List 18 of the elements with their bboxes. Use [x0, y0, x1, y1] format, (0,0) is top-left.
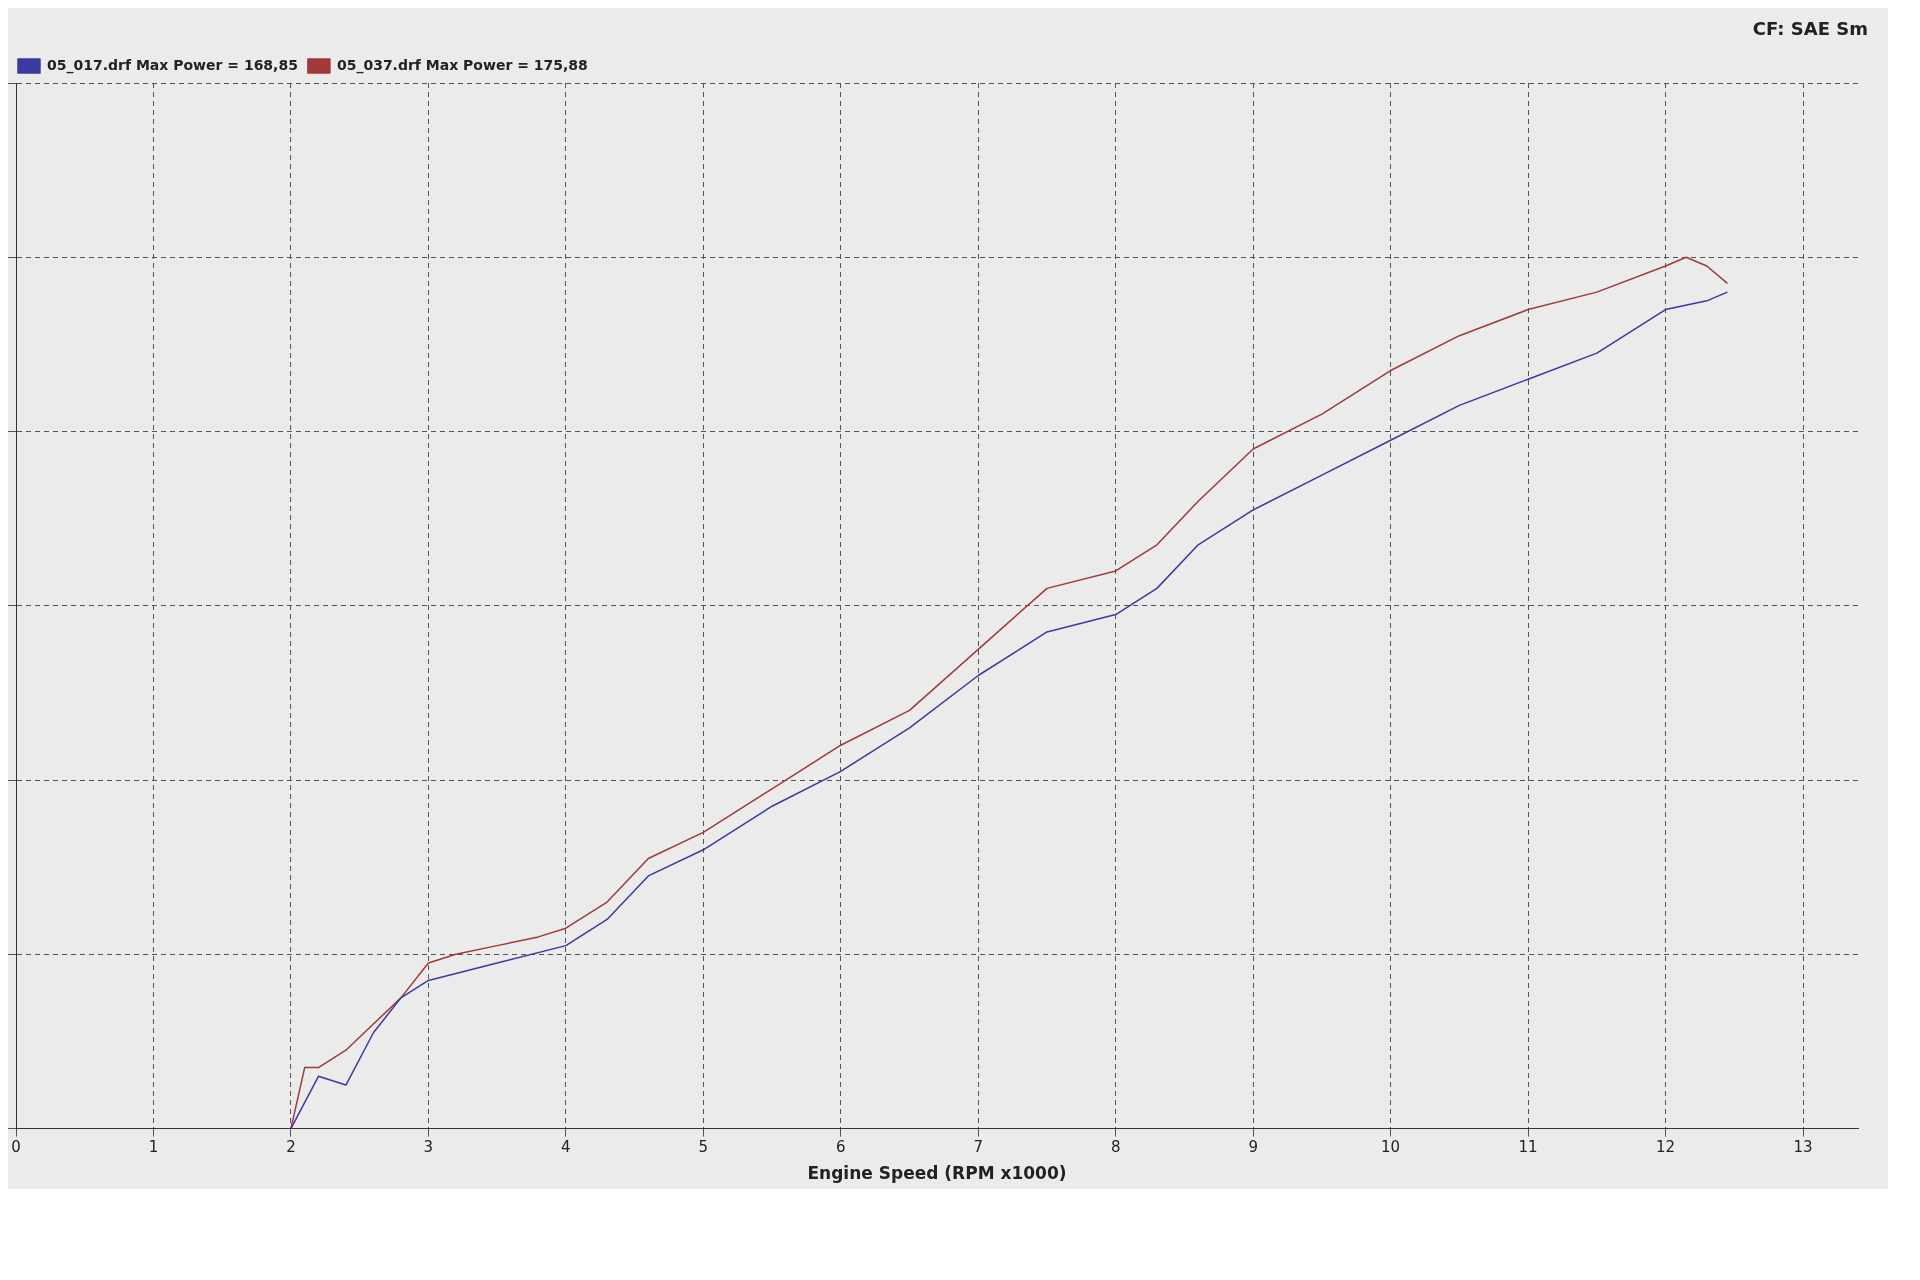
- x-tick-label: 10: [1381, 1138, 1401, 1157]
- x-tick-label: 13: [1793, 1138, 1813, 1157]
- x-tick-label: 3: [423, 1138, 434, 1157]
- x-tick-label: 2: [286, 1138, 296, 1157]
- x-axis-title: Engine Speed (RPM x1000): [807, 1163, 1067, 1184]
- x-tick-label: 12: [1656, 1138, 1676, 1157]
- x-tick-label: 9: [1248, 1138, 1258, 1157]
- x-tick-label: 11: [1518, 1138, 1538, 1157]
- text: CF: SAE Sm: [1752, 18, 1868, 39]
- x-tick-label: 8: [1110, 1138, 1121, 1157]
- x-tick-label: 0: [11, 1138, 21, 1157]
- x-tick-label: 6: [836, 1138, 846, 1157]
- x-tick-label: 7: [973, 1138, 984, 1157]
- x-tick-label: 1: [148, 1138, 159, 1157]
- legend-label: 05_037.drf Max Power = 175,88: [336, 56, 588, 74]
- x-tick-label: 4: [561, 1138, 571, 1157]
- x-tick-label: 5: [698, 1138, 709, 1157]
- legend-label: 05_017.drf Max Power = 168,85: [47, 56, 298, 74]
